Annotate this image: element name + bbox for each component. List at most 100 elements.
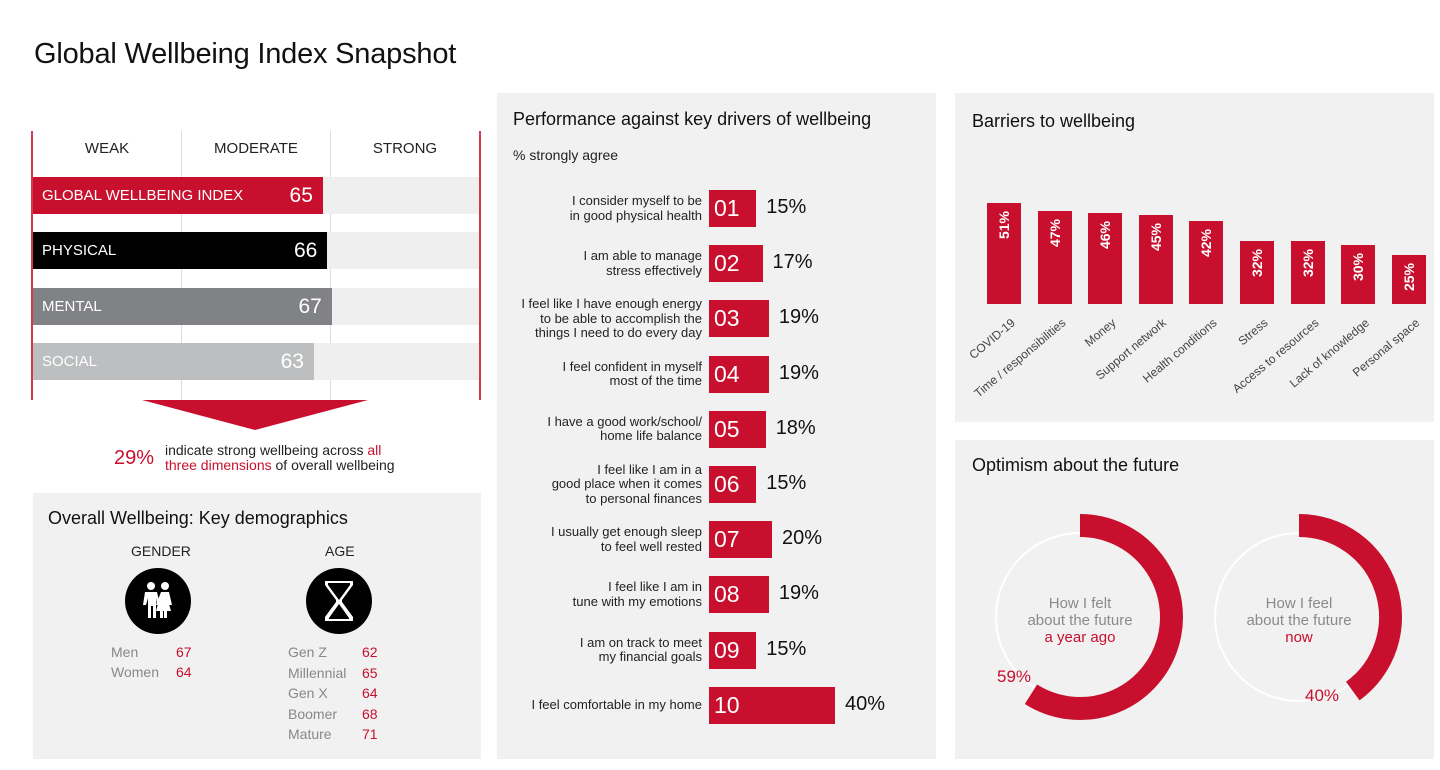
barrier-value-label: 42% [1198, 228, 1215, 257]
demographic-value: 68 [362, 705, 378, 722]
donut-label-highlight: now [1285, 629, 1313, 646]
driver-label-line: I feel like I am in [608, 579, 702, 595]
strong-wellbeing-stat: 29% [114, 447, 155, 469]
barriers-panel: Barriers to wellbeing 51% COVID-19 47% Time… [955, 93, 1434, 422]
driver-label-line: I feel like I have enough energy [521, 296, 702, 312]
driver-label-line: I feel comfortable in my home [531, 697, 702, 713]
demographic-label: Millennial [288, 664, 347, 681]
index-bar-label: MENTAL [42, 298, 102, 315]
driver-value-label: 19% [778, 582, 819, 605]
barrier-category-label: Access to resources [1229, 315, 1322, 396]
demographic-value: 64 [176, 664, 192, 680]
donut-label-line: How I feel [1265, 595, 1333, 612]
index-bar-value: 65 [289, 183, 313, 207]
driver-label-line: in good physical health [569, 207, 702, 223]
demographic-value: 71 [362, 726, 378, 742]
barrier-value-label: 47% [1046, 218, 1063, 247]
caption-highlight-1: all [367, 442, 382, 458]
age-row: Gen X 64 [288, 685, 378, 701]
barrier-value-label: 51% [996, 211, 1012, 240]
driver-label-line: stress effectively [606, 262, 702, 278]
driver-label-line: home life balance [600, 428, 702, 444]
barrier-value-label: 46% [1097, 220, 1114, 249]
driver-label: I usually get enough sleep to feel well r… [502, 525, 702, 554]
age-row: Millennial 65 [288, 665, 378, 681]
driver-label: I am on track to meet my financial goals [502, 635, 702, 665]
demographics-title: Overall Wellbeing: Key demographics [48, 508, 348, 528]
caption-text-2: of overall wellbeing [271, 457, 395, 473]
index-bar-physical: PHYSICAL 66 [33, 232, 328, 269]
driver-bar: 06 [709, 466, 757, 503]
column-head-weak: WEAK [84, 140, 130, 157]
donut-center-label: How I feel about the future now [1229, 595, 1369, 646]
gender-heading: GENDER [131, 543, 191, 559]
couple-icon [125, 568, 191, 634]
index-bar-label: SOCIAL [42, 353, 98, 370]
driver-value-label: 15% [766, 637, 807, 660]
demographic-value: 62 [362, 644, 378, 660]
strong-wellbeing-caption: indicate strong wellbeing across all thr… [165, 443, 395, 473]
driver-label-line: I am able to manage [583, 248, 702, 264]
demographic-value: 64 [362, 685, 378, 701]
optimism-title: Optimism about the future [972, 455, 1180, 475]
driver-label: I am able to manage stress effectively [502, 249, 702, 278]
column-head-strong: STRONG [372, 140, 438, 157]
demographic-value: 65 [362, 664, 378, 681]
driver-bar: 03 [709, 300, 769, 338]
age-row: Boomer 68 [288, 706, 378, 722]
barrier-category-label: Stress [1235, 315, 1271, 349]
driver-label-line: I have a good work/school/ [547, 413, 702, 429]
gender-row-men: Men 67 [111, 644, 192, 660]
column-head-moderate: MODERATE [214, 140, 298, 157]
demographic-label: Gen Z [288, 644, 327, 660]
driver-label-line: things I need to do every day [535, 325, 702, 341]
donut-value-label: 40% [1305, 686, 1340, 705]
axis-line-right [479, 131, 481, 400]
driver-label-line: I consider myself to be [571, 193, 702, 208]
driver-bar: 04 [709, 355, 769, 393]
page-title: Global Wellbeing Index Snapshot [34, 38, 457, 70]
optimism-donuts [995, 514, 1402, 720]
barrier-category-label: Money [1082, 315, 1119, 350]
demographic-label: Gen X [288, 685, 328, 701]
barrier-value-label: 30% [1350, 252, 1367, 281]
driver-bar: 10 [709, 686, 835, 724]
driver-label-line: to be able to accomplish the [540, 310, 702, 326]
donut-arc [1024, 514, 1183, 720]
driver-label-line: good place when it comes [551, 476, 702, 492]
wellbeing-index-chart: WEAK MODERATE STRONG GLOBAL WELLBEING IN… [0, 0, 490, 490]
donut-label-line: about the future [1027, 612, 1133, 629]
index-bar-value: 66 [294, 238, 318, 262]
driver-value-label: 20% [782, 527, 823, 550]
driver-label-line: I feel confident in myself [562, 358, 702, 374]
barrier-bar: 46% [1088, 212, 1123, 304]
gender-row-women: Women 64 [111, 664, 192, 680]
barrier-category-label: Time / responsibilities [971, 315, 1069, 401]
barrier-value-label: 45% [1147, 222, 1164, 251]
donut-label-line: How I felt [1048, 595, 1112, 612]
driver-value-label: 15% [766, 472, 807, 494]
driver-bar: 02 [709, 245, 763, 283]
driver-label-line: tune with my emotions [572, 593, 702, 609]
demographic-value: 67 [176, 644, 192, 660]
driver-value-label: 19% [778, 361, 819, 384]
barrier-value-label: 32% [1249, 248, 1265, 277]
barriers-title: Barriers to wellbeing [972, 111, 1136, 131]
index-bar-global-wellbeing-index: GLOBAL WELLBEING INDEX 65 [33, 177, 323, 214]
barrier-category-label: COVID-19 [966, 315, 1018, 362]
demographic-label: Mature [288, 726, 332, 742]
barrier-bar: 32% [1290, 240, 1325, 304]
demographic-label: Women [111, 664, 159, 680]
demographics-panel: Overall Wellbeing: Key demographics GEND… [33, 493, 481, 759]
driver-label: I have a good work/school/home life bala… [502, 413, 702, 444]
driver-label: I feel like I have enough energy to be ab… [502, 297, 702, 341]
index-bar-value: 63 [280, 349, 304, 373]
driver-label-line: my financial goals [598, 649, 702, 665]
donut-value-label: 59% [997, 667, 1032, 686]
key-drivers-subtitle: % strongly agree [513, 147, 619, 163]
driver-bar: 01 [709, 190, 757, 227]
driver-bar: 09 [709, 631, 757, 669]
driver-bar: 07 [709, 521, 772, 559]
donut-label-highlight: a year ago [1044, 629, 1116, 646]
barrier-bar: 51% [987, 203, 1021, 304]
